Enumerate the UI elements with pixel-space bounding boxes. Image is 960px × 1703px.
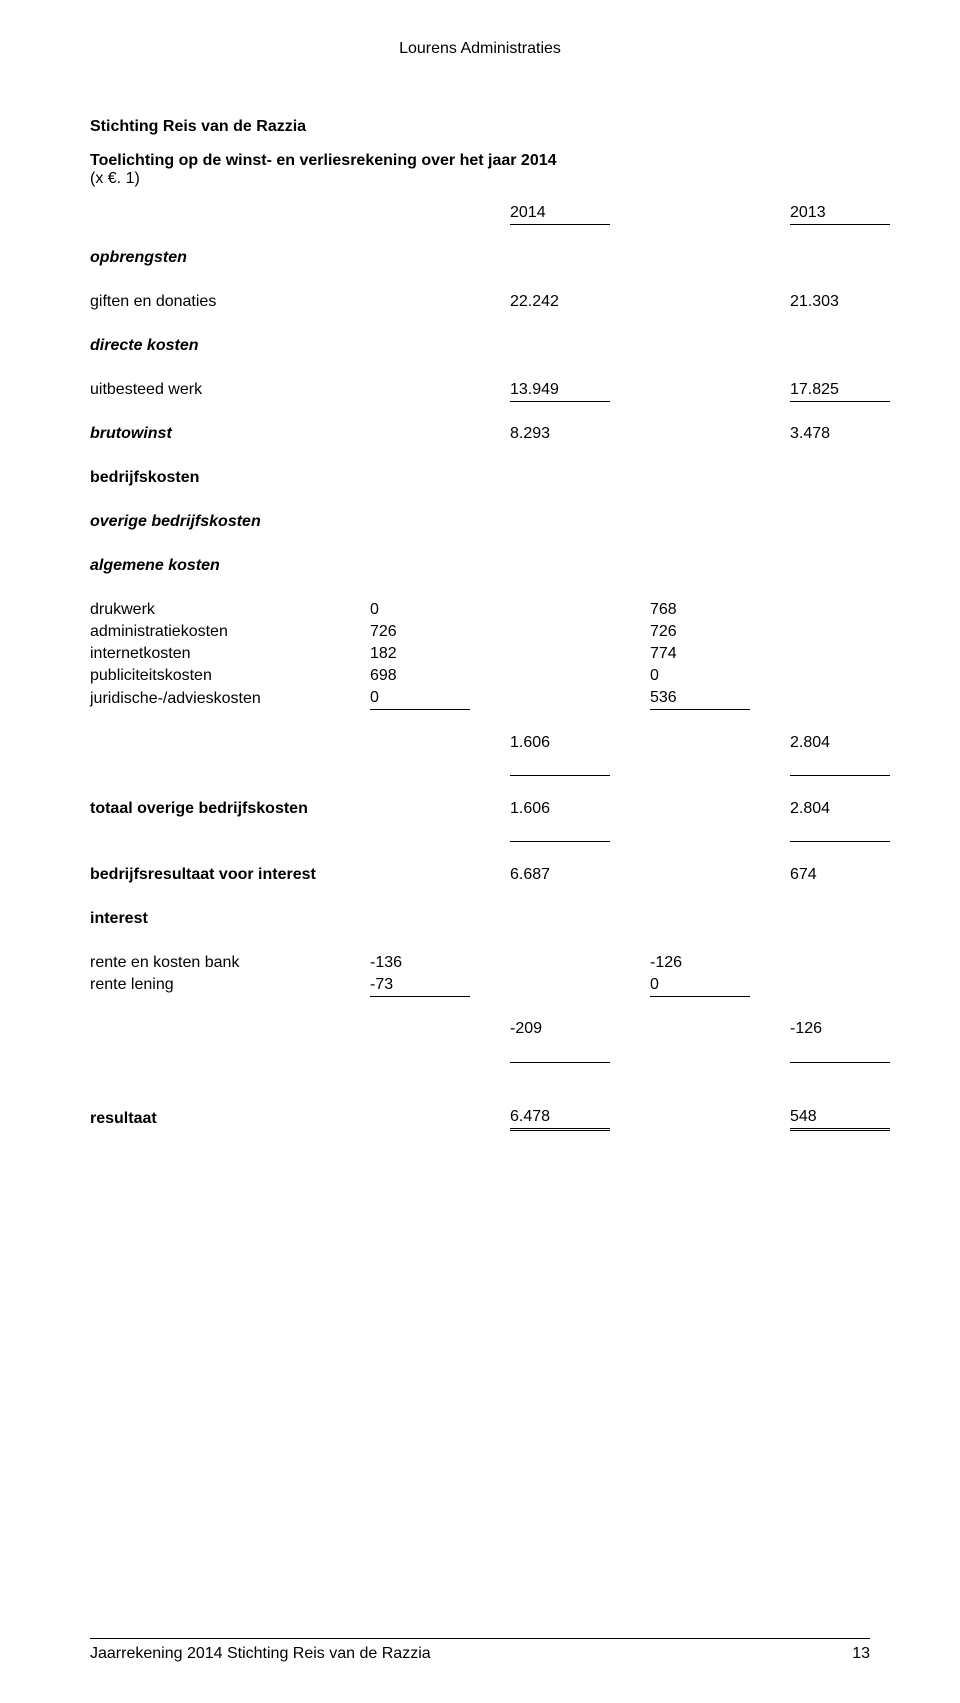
company-header: Lourens Administraties bbox=[90, 40, 870, 58]
row-label: uitbesteed werk bbox=[90, 379, 370, 402]
row-value: -126 bbox=[790, 1018, 890, 1040]
section-algemene-kosten: algemene kosten bbox=[90, 555, 890, 577]
row-value: 0 bbox=[650, 665, 750, 687]
row-value: 13.949 bbox=[510, 379, 610, 402]
row-bedrijfsresultaat: bedrijfsresultaat voor interest 6.687 67… bbox=[90, 864, 890, 886]
row-value: 768 bbox=[650, 599, 750, 621]
row-drukwerk: drukwerk 0 768 bbox=[90, 599, 890, 621]
row-label: bedrijfsresultaat voor interest bbox=[90, 864, 370, 886]
row-internetkosten: internetkosten 182 774 bbox=[90, 643, 890, 665]
row-label: juridische-/advieskosten bbox=[90, 687, 370, 710]
page-footer: Jaarrekening 2014 Stichting Reis van de … bbox=[90, 1638, 870, 1663]
financial-table: 2014 2013 opbrengsten giften en donaties… bbox=[90, 202, 890, 1131]
row-value: 22.242 bbox=[510, 291, 610, 313]
footer-text: Jaarrekening 2014 Stichting Reis van de … bbox=[90, 1645, 431, 1663]
row-publiciteitskosten: publiciteitskosten 698 0 bbox=[90, 665, 890, 687]
row-administratiekosten: administratiekosten 726 726 bbox=[90, 621, 890, 643]
row-label: giften en donaties bbox=[90, 291, 370, 313]
row-value: 726 bbox=[650, 621, 750, 643]
row-value: 536 bbox=[650, 687, 750, 710]
section-label: interest bbox=[90, 908, 370, 930]
row-value: 3.478 bbox=[790, 423, 890, 445]
section-overige-bedrijfskosten: overige bedrijfskosten bbox=[90, 511, 890, 533]
row-label: publiciteitskosten bbox=[90, 665, 370, 687]
row-value: 548 bbox=[790, 1106, 890, 1130]
row-label: drukwerk bbox=[90, 599, 370, 621]
row-label: rente en kosten bank bbox=[90, 952, 370, 974]
content-block: Stichting Reis van de Razzia Toelichting… bbox=[90, 118, 870, 1638]
row-value: -73 bbox=[370, 974, 470, 997]
section-interest: interest bbox=[90, 908, 890, 930]
row-value: -136 bbox=[370, 952, 470, 974]
row-totaal-overige: totaal overige bedrijfskosten 1.606 2.80… bbox=[90, 798, 890, 820]
row-label: totaal overige bedrijfskosten bbox=[90, 798, 370, 820]
section-label: bedrijfskosten bbox=[90, 467, 370, 489]
row-value: 6.478 bbox=[510, 1106, 610, 1130]
row-label: rente lening bbox=[90, 974, 370, 997]
row-label: resultaat bbox=[90, 1106, 370, 1130]
section-bedrijfskosten: bedrijfskosten bbox=[90, 467, 890, 489]
row-value: 2.804 bbox=[790, 732, 890, 754]
row-value: 698 bbox=[370, 665, 470, 687]
row-value: 1.606 bbox=[510, 732, 610, 754]
row-value: 2.804 bbox=[790, 798, 890, 820]
page: Lourens Administraties Stichting Reis va… bbox=[0, 0, 960, 1703]
row-value: 774 bbox=[650, 643, 750, 665]
row-label: brutowinst bbox=[90, 423, 370, 445]
section-label: overige bedrijfskosten bbox=[90, 511, 370, 533]
row-label: administratiekosten bbox=[90, 621, 370, 643]
row-value: -126 bbox=[650, 952, 750, 974]
row-algemene-subtotal: 1.606 2.804 bbox=[90, 732, 890, 754]
entity-title: Stichting Reis van de Razzia bbox=[90, 118, 870, 136]
year-previous: 2013 bbox=[790, 202, 890, 225]
year-current: 2014 bbox=[510, 202, 610, 225]
row-juridische-advieskosten: juridische-/advieskosten 0 536 bbox=[90, 687, 890, 710]
doc-title: Toelichting op de winst- en verliesreken… bbox=[90, 152, 870, 170]
row-value: 182 bbox=[370, 643, 470, 665]
section-opbrengsten: opbrengsten bbox=[90, 247, 890, 269]
section-label: opbrengsten bbox=[90, 247, 370, 269]
row-value: 6.687 bbox=[510, 864, 610, 886]
row-resultaat: resultaat 6.478 548 bbox=[90, 1106, 890, 1130]
row-value: 8.293 bbox=[510, 423, 610, 445]
row-value: -209 bbox=[510, 1018, 610, 1040]
year-header-row: 2014 2013 bbox=[90, 202, 890, 225]
row-brutowinst: brutowinst 8.293 3.478 bbox=[90, 423, 890, 445]
row-value: 17.825 bbox=[790, 379, 890, 402]
section-label: directe kosten bbox=[90, 335, 370, 357]
row-interest-subtotal: -209 -126 bbox=[90, 1018, 890, 1040]
row-value: 674 bbox=[790, 864, 890, 886]
row-value: 0 bbox=[370, 687, 470, 710]
section-label: algemene kosten bbox=[90, 555, 370, 577]
unit-note: (x €. 1) bbox=[90, 170, 870, 188]
row-value: 726 bbox=[370, 621, 470, 643]
row-giften: giften en donaties 22.242 21.303 bbox=[90, 291, 890, 313]
row-rente-bank: rente en kosten bank -136 -126 bbox=[90, 952, 890, 974]
section-directe-kosten: directe kosten bbox=[90, 335, 890, 357]
row-value: 21.303 bbox=[790, 291, 890, 313]
row-label: internetkosten bbox=[90, 643, 370, 665]
row-uitbesteed: uitbesteed werk 13.949 17.825 bbox=[90, 379, 890, 402]
row-value: 1.606 bbox=[510, 798, 610, 820]
footer-page-number: 13 bbox=[852, 1645, 870, 1663]
row-value: 0 bbox=[370, 599, 470, 621]
row-value: 0 bbox=[650, 974, 750, 997]
row-rente-lening: rente lening -73 0 bbox=[90, 974, 890, 997]
